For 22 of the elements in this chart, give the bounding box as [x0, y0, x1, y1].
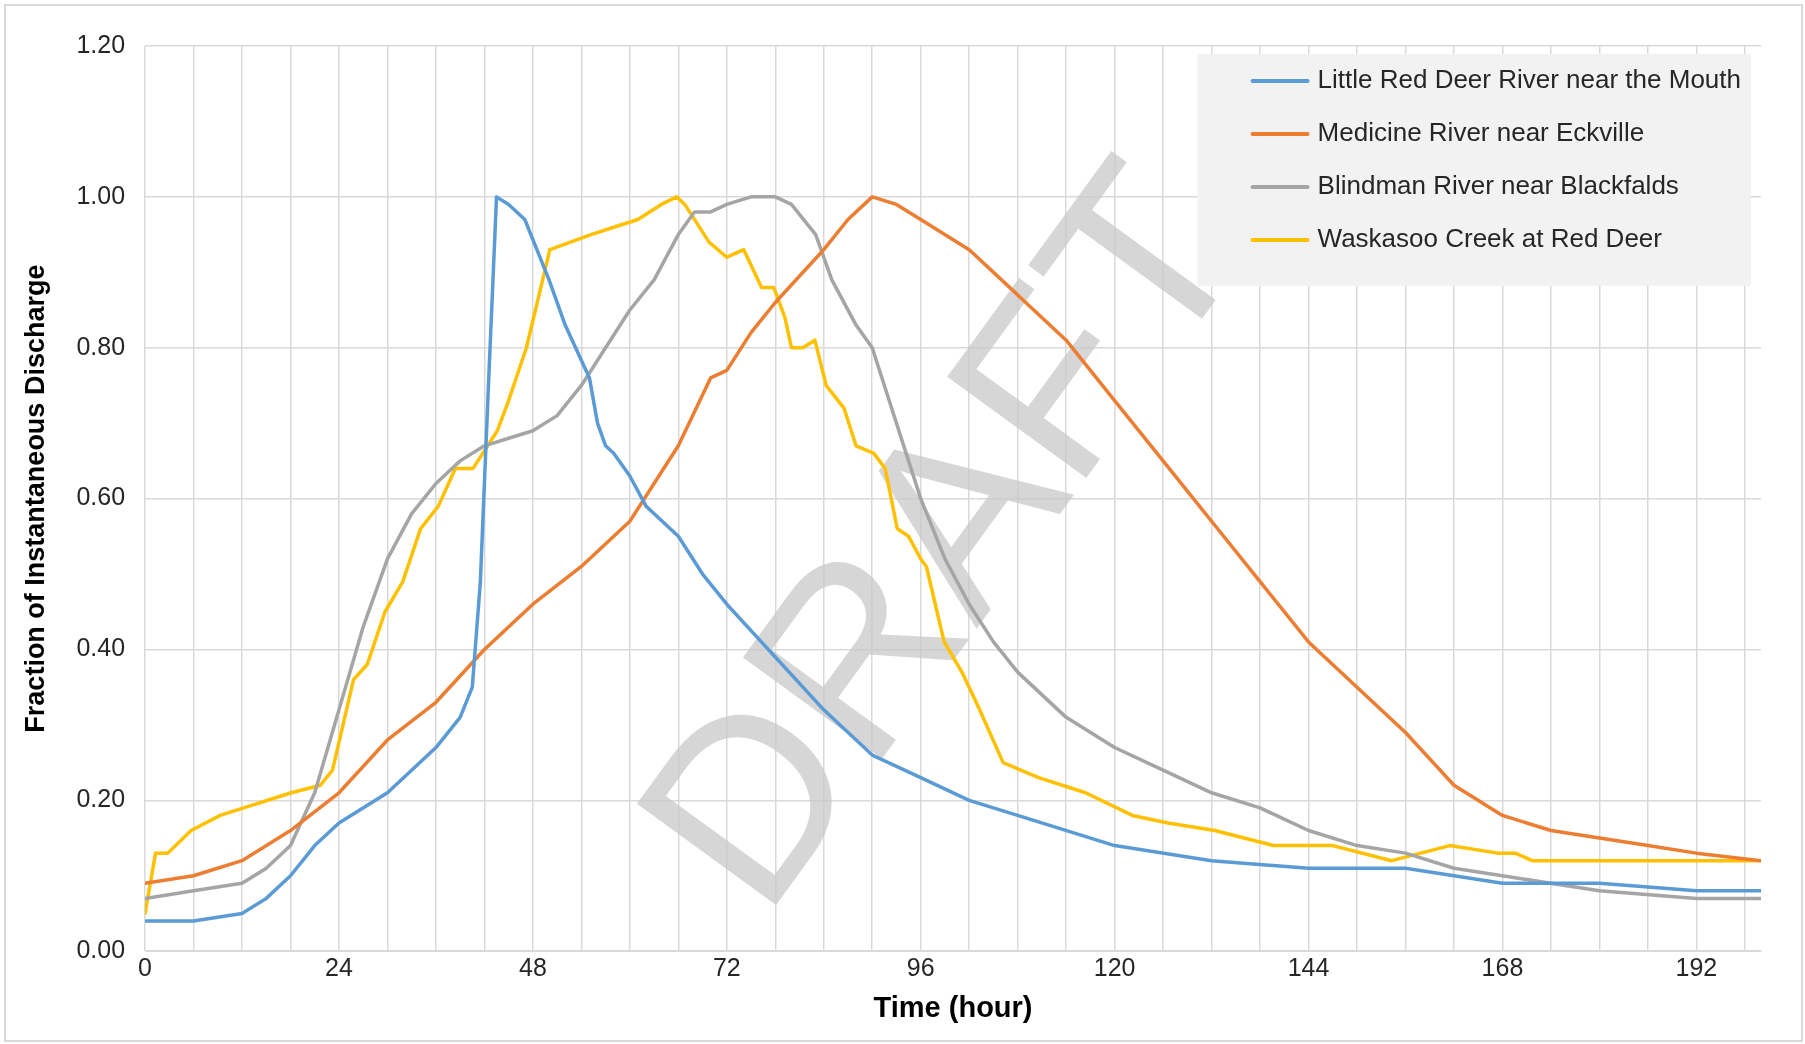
x-tick-label: 120: [1093, 953, 1136, 982]
y-tick-label: 1.20: [76, 29, 126, 58]
x-tick-label: 144: [1287, 953, 1330, 982]
y-tick-label: 1.00: [76, 180, 126, 209]
x-tick-label: 168: [1481, 953, 1524, 982]
legend-label: Little Red Deer River near the Mouth: [1317, 64, 1742, 95]
legend-label: Blindman River near Blackfalds: [1317, 170, 1679, 201]
x-tick-label: 0: [138, 953, 153, 982]
y-tick-label: 0.20: [76, 784, 126, 813]
y-tick-label: 0.40: [76, 633, 126, 662]
x-tick-label: 96: [906, 953, 935, 982]
x-tick-label: 24: [325, 953, 353, 982]
y-tick-label: 0.80: [76, 331, 126, 360]
x-tick-label: 48: [518, 953, 547, 982]
x-axis-title: Time (hour): [873, 990, 1033, 1023]
legend-label: Waskasoo Creek at Red Deer: [1317, 223, 1663, 254]
legend-label: Medicine River near Eckville: [1317, 117, 1645, 148]
y-tick-label: 0.00: [76, 935, 126, 964]
y-axis-title: Fraction of Instantaneous Discharge: [19, 264, 50, 733]
x-tick-label: 192: [1675, 953, 1718, 982]
y-tick-label: 0.60: [76, 482, 126, 511]
x-tick-label: 72: [712, 953, 741, 982]
